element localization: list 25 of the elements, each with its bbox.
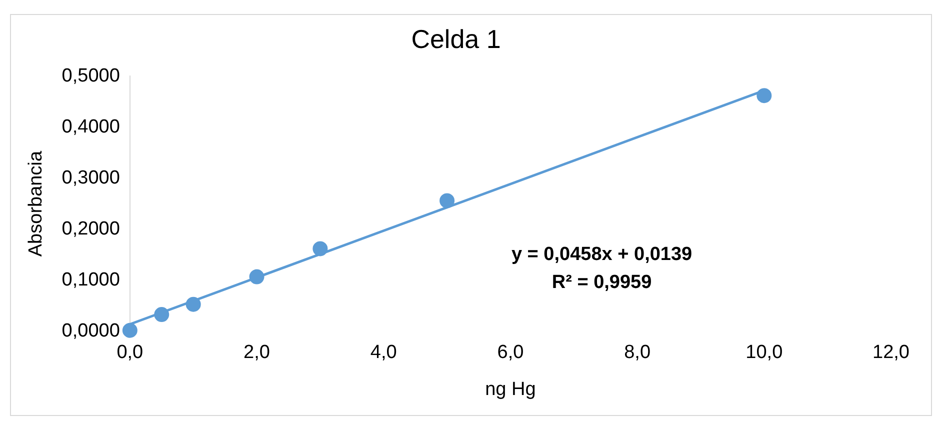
y-tick-label: 0,1000 bbox=[62, 270, 120, 291]
y-tick-label: 0,2000 bbox=[62, 218, 120, 240]
point bbox=[154, 307, 170, 322]
x-tick-label: 2,0 bbox=[244, 342, 270, 364]
x-tick-label: 4,0 bbox=[370, 342, 397, 364]
point bbox=[312, 241, 328, 256]
x-tick-label: 12,0 bbox=[872, 342, 910, 364]
y-tick-label: 0,4000 bbox=[62, 116, 120, 138]
annotation: R² = 0,9959 bbox=[552, 272, 652, 294]
point bbox=[756, 88, 772, 104]
chart-title: Celda 1 bbox=[411, 24, 501, 54]
y-axis-title: Absorbancia bbox=[26, 150, 47, 257]
y-tick-label: 0,0000 bbox=[62, 320, 120, 342]
y-tick-label: 0,5000 bbox=[62, 65, 120, 86]
x-axis-title: ng Hg bbox=[485, 378, 536, 400]
y-tick-label: 0,3000 bbox=[62, 168, 120, 189]
point bbox=[122, 322, 138, 338]
x-tick-label: 6,0 bbox=[497, 342, 524, 364]
point bbox=[186, 296, 201, 312]
x-tick-label: 10,0 bbox=[746, 342, 783, 364]
annotation: y = 0,0458x + 0,0139 bbox=[511, 244, 692, 266]
point bbox=[249, 269, 264, 284]
x-tick-label: 0,0 bbox=[116, 342, 144, 364]
x-tick-label: 8,0 bbox=[624, 342, 651, 364]
point bbox=[440, 193, 455, 208]
